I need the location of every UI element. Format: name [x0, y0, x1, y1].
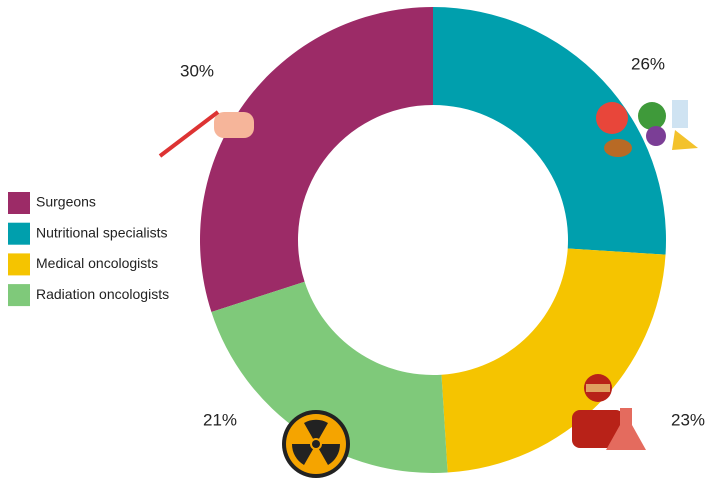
value-label: 23% — [671, 410, 705, 429]
value-label: 21% — [203, 410, 237, 429]
value-label: 26% — [631, 54, 665, 73]
scalpel-icon — [158, 110, 254, 158]
donut — [200, 7, 666, 473]
legend-swatch — [8, 192, 30, 214]
donut-slice — [211, 281, 448, 473]
legend-label: Medical oncologists — [36, 255, 158, 271]
donut-slice — [433, 7, 666, 255]
legend-swatch — [8, 222, 30, 245]
legend-label: Surgeons — [36, 194, 96, 210]
legend-label: Radiation oncologists — [36, 286, 169, 302]
food-icon — [596, 100, 698, 157]
value-label: 30% — [180, 61, 214, 80]
legend-label: Nutritional specialists — [36, 224, 168, 240]
radiation-icon — [282, 410, 350, 478]
donut-slice — [200, 7, 433, 313]
legend-swatch — [8, 284, 30, 307]
donut-slice — [441, 248, 666, 473]
scientist-icon — [572, 374, 646, 450]
legend-swatch — [8, 253, 30, 276]
